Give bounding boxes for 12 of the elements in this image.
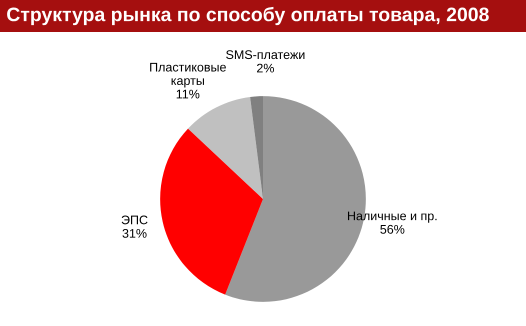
data-label: 2%: [257, 64, 274, 72]
chart-title: Структура рынка по способу оплаты товара, 2008: [7, 6, 489, 26]
pie-slice: [160, 128, 263, 295]
data-label: 31%: [122, 228, 147, 238]
slice-label: SMS-платежи: [226, 50, 304, 60]
slice-label: Наличные и пр.: [348, 212, 437, 223]
slice-label: ЭПС: [122, 215, 148, 224]
data-label: 56%: [380, 224, 404, 234]
pie-slice: [188, 96, 263, 199]
pie-slice: [250, 96, 263, 199]
data-label: 11%: [176, 90, 200, 98]
slice-label: Пластиковые карты: [150, 62, 226, 88]
